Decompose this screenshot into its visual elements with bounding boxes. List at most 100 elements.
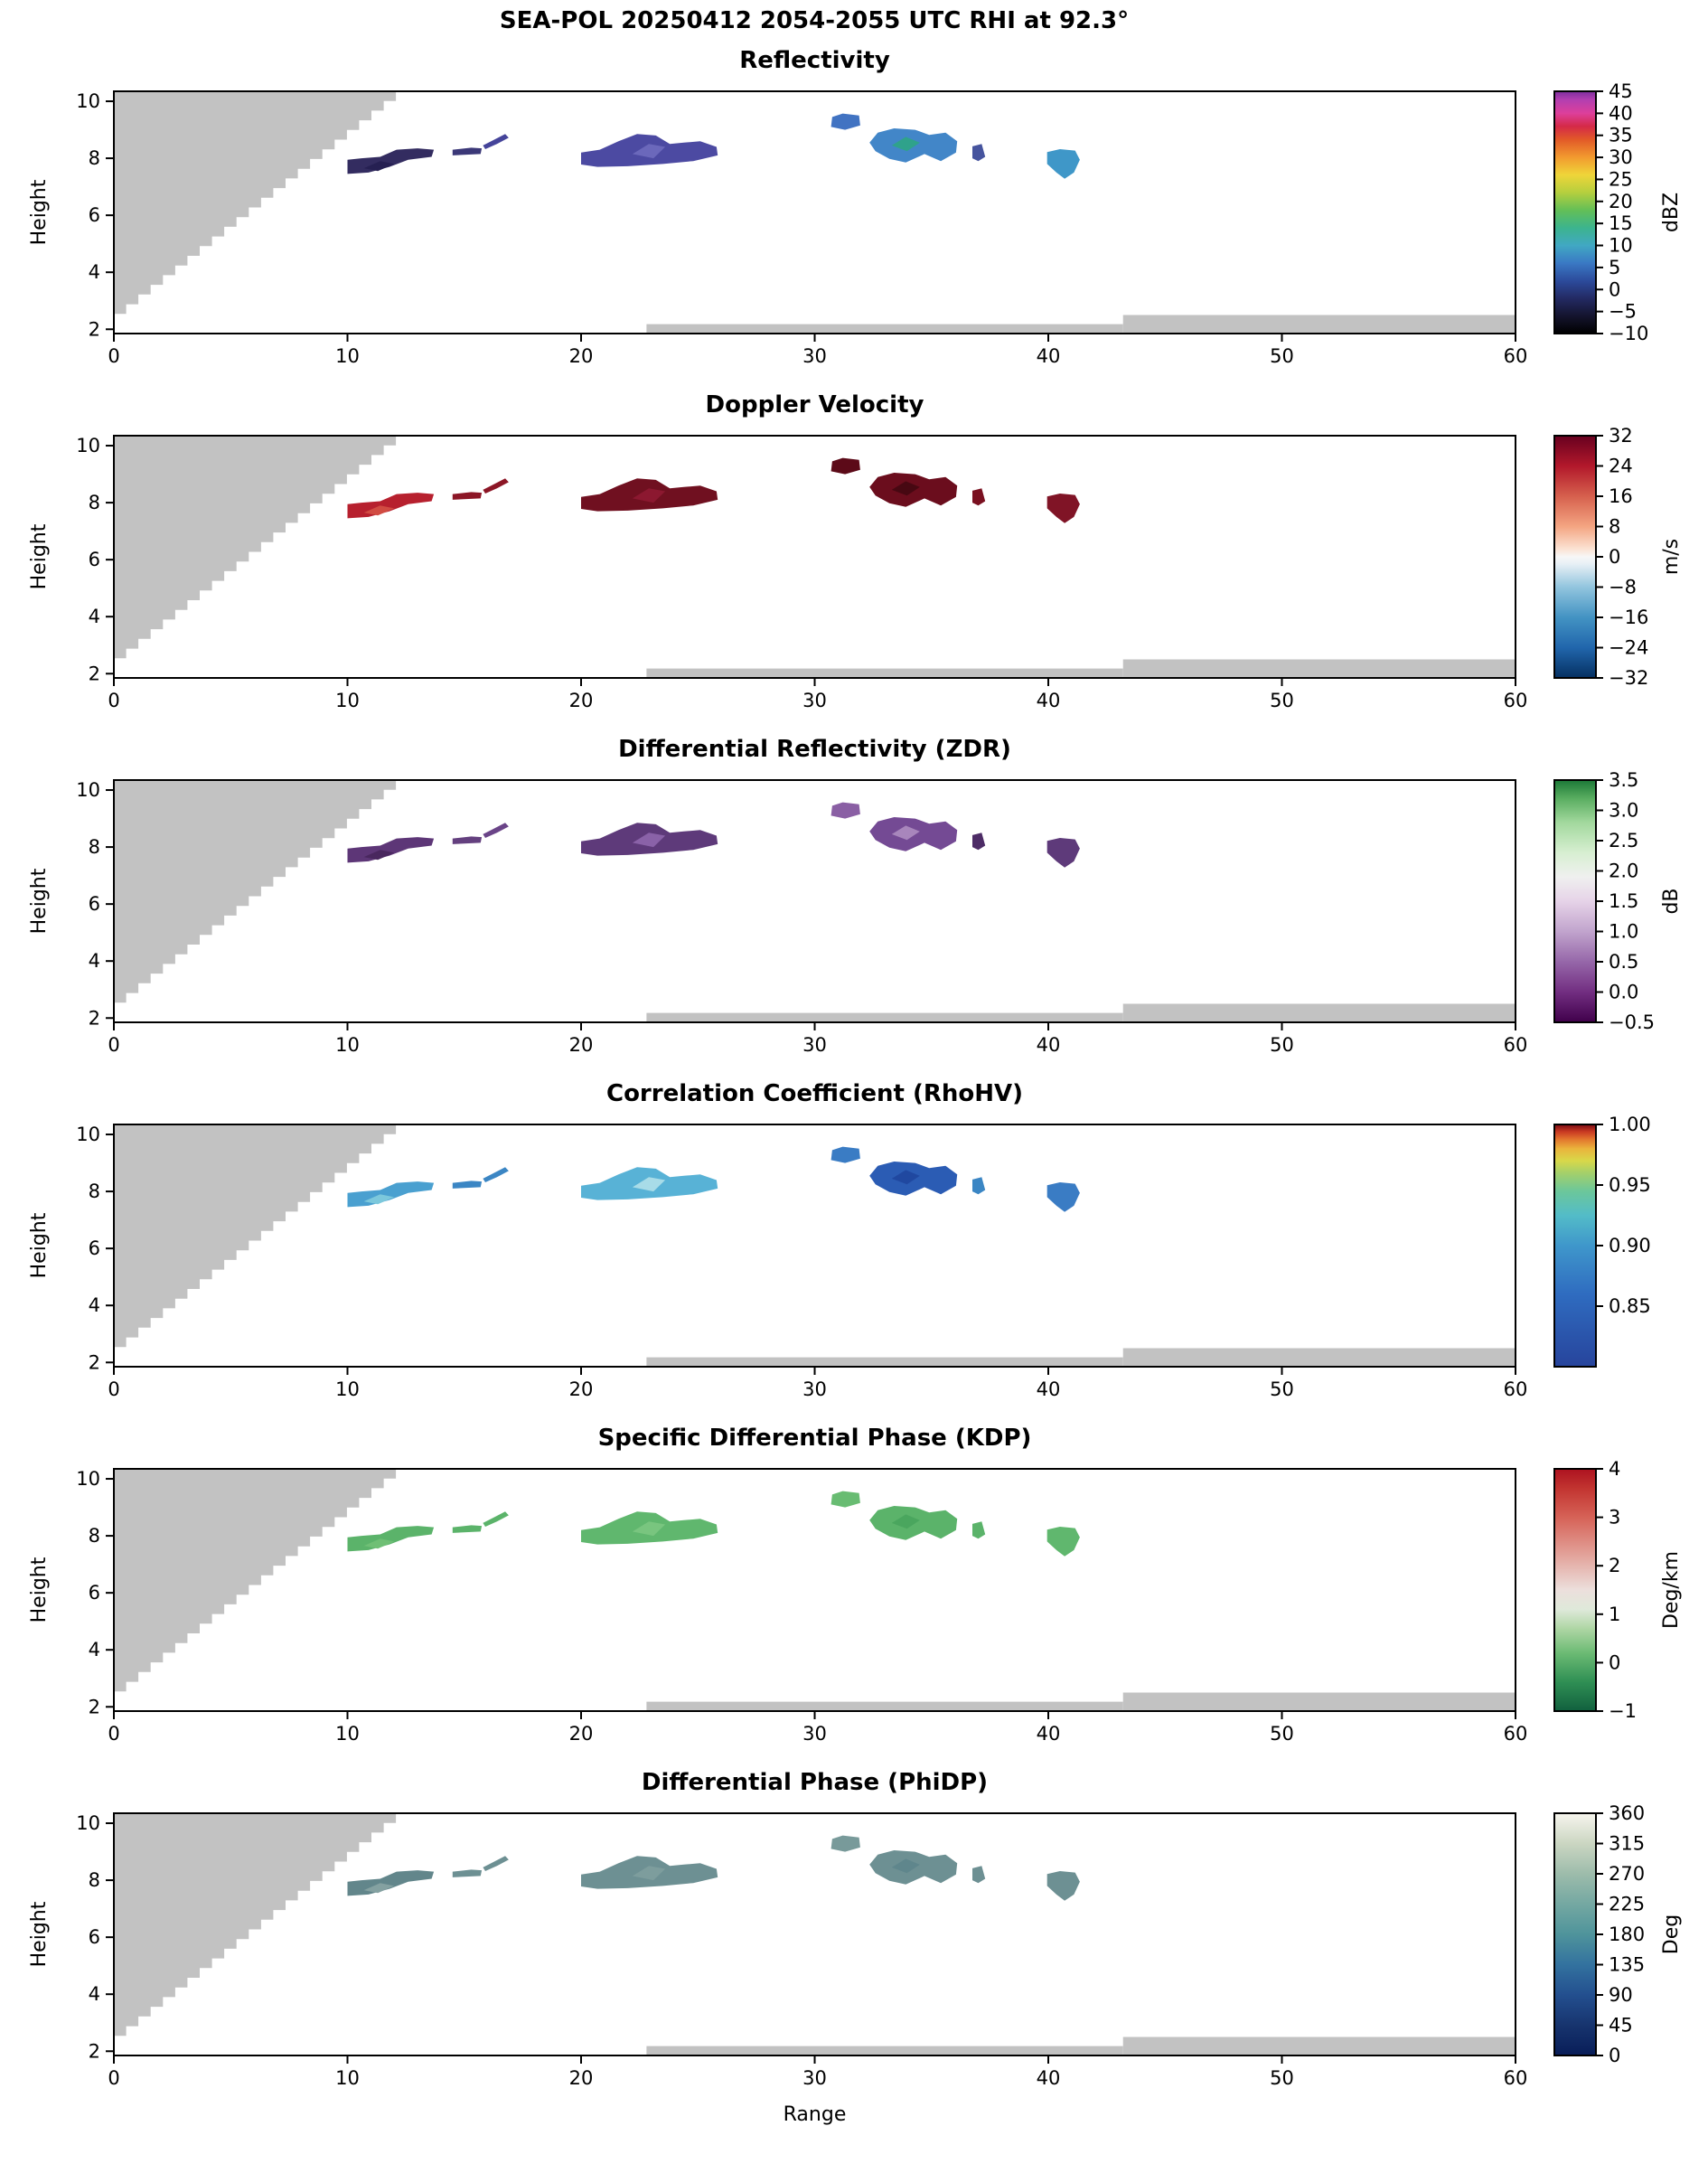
y-tick-label: 6 xyxy=(89,549,100,570)
y-tick-label: 6 xyxy=(89,204,100,226)
echo-patch xyxy=(483,1511,509,1527)
colorbar-tick-label: 0.85 xyxy=(1609,1295,1651,1317)
colorbar-tick-label: 0 xyxy=(1609,1651,1620,1673)
ground-strip xyxy=(646,1357,1123,1367)
colorbar-tick-label: 1.0 xyxy=(1609,921,1638,943)
echo-speckle xyxy=(363,1883,395,1894)
colorbar-tick-label: −8 xyxy=(1609,577,1637,598)
y-tick-label: 8 xyxy=(89,147,100,169)
y-tick-label: 2 xyxy=(89,318,100,340)
y-tick-label: 6 xyxy=(89,1237,100,1259)
x-tick-label: 20 xyxy=(569,1723,594,1745)
colorbar-tick-label: 3.0 xyxy=(1609,800,1638,822)
echo-patch xyxy=(831,1835,860,1852)
colorbar-tick-label: 1.00 xyxy=(1609,1114,1651,1135)
colorbar-tick-label: −5 xyxy=(1609,301,1637,323)
x-tick-label: 60 xyxy=(1504,2067,1528,2089)
echo-patch xyxy=(831,802,860,819)
echo-speckle xyxy=(363,161,395,172)
x-tick-label: 30 xyxy=(802,1378,827,1400)
echo-patch xyxy=(347,1526,435,1552)
x-tick-label: 0 xyxy=(108,345,119,367)
colorbar-unit-label: dB xyxy=(1660,888,1683,914)
echo-patch xyxy=(452,1181,483,1189)
colorbar-tick-label: 8 xyxy=(1609,516,1620,538)
colorbar-frame xyxy=(1553,1468,1597,1712)
y-tick-label: 8 xyxy=(89,1525,100,1547)
echo-patch xyxy=(347,1870,435,1896)
y-tick-label: 10 xyxy=(76,779,100,801)
echo-patch xyxy=(972,1177,986,1195)
x-tick-label: 50 xyxy=(1270,2067,1294,2089)
colorbar xyxy=(1554,1469,1596,1711)
x-tick-label: 60 xyxy=(1504,1034,1528,1056)
colorbar-tick-label: 135 xyxy=(1609,1954,1645,1976)
echo-patch xyxy=(483,1856,509,1871)
echo-patch xyxy=(972,833,986,851)
echo-patch xyxy=(972,144,986,162)
echo-speckle xyxy=(363,850,395,861)
panel-title: Correlation Coefficient (RhoHV) xyxy=(606,1080,1023,1107)
y-axis-label: Height xyxy=(28,1901,51,1967)
colorbar-tick-label: −24 xyxy=(1609,637,1648,659)
echo-patch xyxy=(1046,149,1080,179)
colorbar-tick-label: 0.5 xyxy=(1609,951,1638,973)
colorbar-tick-label: 270 xyxy=(1609,1863,1645,1885)
y-tick-label: 4 xyxy=(89,1983,100,2005)
ground-strip xyxy=(646,1012,1123,1022)
echo-speckle xyxy=(363,505,395,516)
ground-strip xyxy=(1122,1348,1516,1367)
colorbar-tick-label: 16 xyxy=(1609,485,1633,507)
y-tick-label: 4 xyxy=(89,606,100,627)
x-tick-label: 60 xyxy=(1504,690,1528,711)
ground-strip xyxy=(1122,1003,1516,1022)
ground-strip xyxy=(646,1701,1123,1711)
echo-patch xyxy=(1046,1871,1080,1901)
colorbar-tick-label: 2.0 xyxy=(1609,861,1638,882)
colorbar-tick-label: 3.5 xyxy=(1609,769,1638,791)
echo-speckle xyxy=(632,488,666,503)
echo-speckle xyxy=(632,1521,666,1537)
colorbar-tick-label: 0 xyxy=(1609,2045,1620,2066)
echo-patch xyxy=(1046,1527,1080,1557)
colorbar-tick-label: −10 xyxy=(1609,323,1648,344)
colorbar xyxy=(1554,436,1596,678)
y-tick-label: 10 xyxy=(76,1468,100,1490)
echo-speckle xyxy=(632,1866,666,1881)
colorbar-tick-label: 0 xyxy=(1609,546,1620,568)
x-tick-label: 60 xyxy=(1504,345,1528,367)
echo-patch xyxy=(831,113,860,130)
echo-patch xyxy=(347,1181,435,1208)
colorbar-tick-label: −0.5 xyxy=(1609,1011,1655,1033)
x-tick-label: 60 xyxy=(1504,1378,1528,1400)
echo-patch xyxy=(452,1525,483,1533)
x-tick-label: 10 xyxy=(335,690,360,711)
echo-patch xyxy=(483,823,509,838)
colorbar-tick-label: −16 xyxy=(1609,607,1648,628)
panel-3: 0 10 20 30 40 50 60 2 4 6 8 10 Differential Reflecti… xyxy=(28,736,1683,1056)
colorbar xyxy=(1554,1813,1596,2055)
colorbar-tick-label: 24 xyxy=(1609,456,1633,477)
panel-title: Differential Reflectivity (ZDR) xyxy=(618,736,1011,763)
x-tick-label: 30 xyxy=(802,1723,827,1745)
echo-patch xyxy=(1046,494,1080,523)
echo-patch xyxy=(972,1866,986,1884)
panel-title: Specific Differential Phase (KDP) xyxy=(598,1425,1032,1452)
y-tick-label: 8 xyxy=(89,836,100,858)
x-tick-label: 0 xyxy=(108,2067,119,2089)
y-tick-label: 2 xyxy=(89,1696,100,1717)
colorbar-tick-label: 2.5 xyxy=(1609,830,1638,851)
y-axis-label: Height xyxy=(28,523,51,589)
terrain-mask xyxy=(114,1124,408,1357)
echo-speckle xyxy=(891,481,920,496)
echo-speckle xyxy=(891,1514,920,1529)
y-tick-label: 2 xyxy=(89,1351,100,1373)
colorbar-tick-label: 90 xyxy=(1609,1984,1633,2006)
echo-patch xyxy=(1046,838,1080,868)
x-tick-label: 50 xyxy=(1270,345,1294,367)
x-tick-label: 30 xyxy=(802,2067,827,2089)
x-tick-label: 50 xyxy=(1270,1034,1294,1056)
x-tick-label: 40 xyxy=(1037,690,1061,711)
colorbar-tick-label: 1.5 xyxy=(1609,890,1638,912)
